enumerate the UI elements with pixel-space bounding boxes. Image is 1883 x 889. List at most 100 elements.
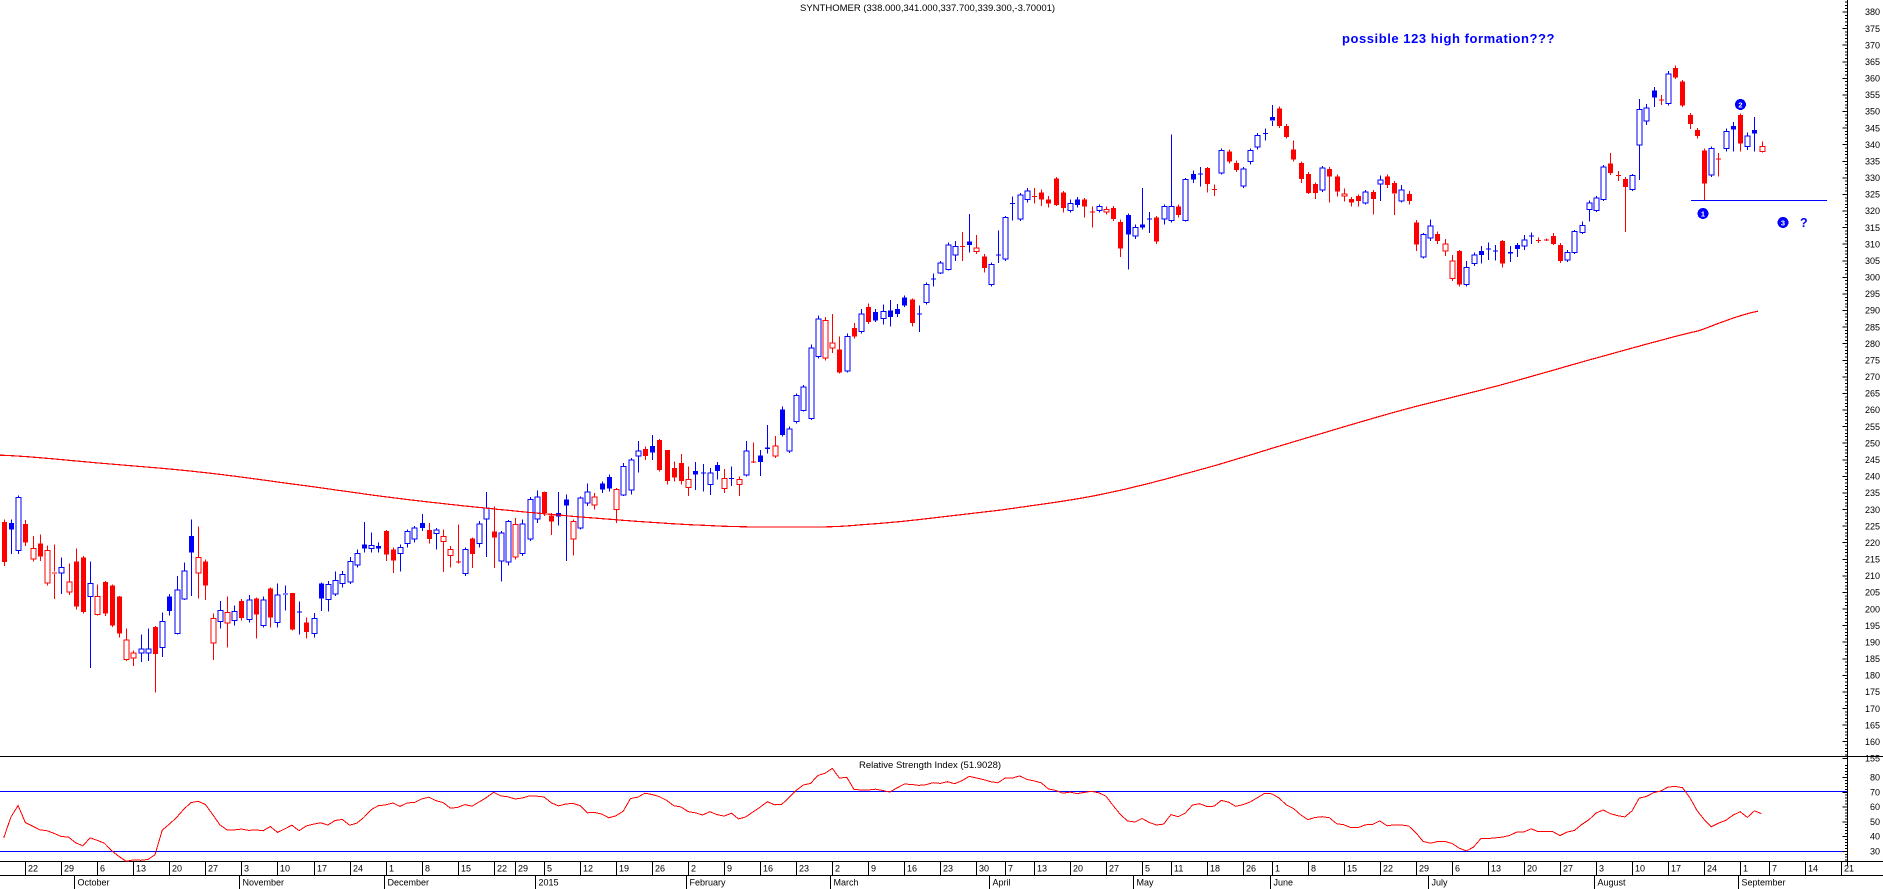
svg-text:possible 123 high formation???: possible 123 high formation??? xyxy=(1342,31,1555,46)
svg-text:2: 2 xyxy=(835,864,840,874)
svg-text:155: 155 xyxy=(1865,754,1880,764)
svg-text:300: 300 xyxy=(1865,273,1880,283)
svg-text:27: 27 xyxy=(1109,864,1119,874)
svg-text:20: 20 xyxy=(1527,864,1537,874)
svg-text:2: 2 xyxy=(1738,100,1742,109)
svg-text:70: 70 xyxy=(1870,788,1880,798)
svg-text:180: 180 xyxy=(1865,671,1880,681)
svg-text:260: 260 xyxy=(1865,405,1880,415)
svg-text:10: 10 xyxy=(280,864,290,874)
svg-text:350: 350 xyxy=(1865,107,1880,117)
svg-text:9: 9 xyxy=(871,864,876,874)
svg-text:18: 18 xyxy=(1210,864,1220,874)
svg-text:2015: 2015 xyxy=(539,878,559,888)
svg-text:17: 17 xyxy=(317,864,327,874)
svg-text:335: 335 xyxy=(1865,157,1880,167)
svg-text:17: 17 xyxy=(1671,864,1681,874)
svg-text:245: 245 xyxy=(1865,455,1880,465)
svg-text:185: 185 xyxy=(1865,654,1880,664)
svg-text:13: 13 xyxy=(136,864,146,874)
svg-text:380: 380 xyxy=(1865,7,1880,17)
svg-text:August: August xyxy=(1598,878,1627,888)
svg-text:8: 8 xyxy=(425,864,430,874)
svg-text:285: 285 xyxy=(1865,322,1880,332)
svg-text:360: 360 xyxy=(1865,74,1880,84)
svg-text:15: 15 xyxy=(461,864,471,874)
svg-text:50: 50 xyxy=(1870,817,1880,827)
svg-text:175: 175 xyxy=(1865,687,1880,697)
svg-text:190: 190 xyxy=(1865,637,1880,647)
svg-text:170: 170 xyxy=(1865,704,1880,714)
svg-text:240: 240 xyxy=(1865,472,1880,482)
svg-text:305: 305 xyxy=(1865,256,1880,266)
svg-text:40: 40 xyxy=(1870,832,1880,842)
svg-text:365: 365 xyxy=(1865,57,1880,67)
svg-text:Relative Strength Index (51.90: Relative Strength Index (51.9028) xyxy=(859,760,1001,771)
svg-text:210: 210 xyxy=(1865,571,1880,581)
svg-text:24: 24 xyxy=(1707,864,1717,874)
svg-text:29: 29 xyxy=(1419,864,1429,874)
svg-text:1: 1 xyxy=(1275,864,1280,874)
svg-text:26: 26 xyxy=(1246,864,1256,874)
svg-text:80: 80 xyxy=(1870,773,1880,783)
svg-text:270: 270 xyxy=(1865,372,1880,382)
svg-text:27: 27 xyxy=(1563,864,1573,874)
svg-text:16: 16 xyxy=(907,864,917,874)
svg-text:205: 205 xyxy=(1865,588,1880,598)
svg-text:20: 20 xyxy=(1073,864,1083,874)
svg-text:20: 20 xyxy=(172,864,182,874)
svg-text:May: May xyxy=(1137,878,1155,888)
svg-text:5: 5 xyxy=(547,864,552,874)
svg-text:255: 255 xyxy=(1865,422,1880,432)
svg-text:10: 10 xyxy=(1635,864,1645,874)
svg-text:8: 8 xyxy=(1311,864,1316,874)
svg-text:11: 11 xyxy=(1174,864,1183,874)
svg-text:6: 6 xyxy=(1455,864,1460,874)
svg-text:19: 19 xyxy=(619,864,629,874)
svg-text:220: 220 xyxy=(1865,538,1880,548)
svg-text:15: 15 xyxy=(1347,864,1357,874)
svg-text:21: 21 xyxy=(1844,864,1854,874)
svg-text:275: 275 xyxy=(1865,356,1880,366)
svg-text:6: 6 xyxy=(100,864,105,874)
svg-text:315: 315 xyxy=(1865,223,1880,233)
svg-text:22: 22 xyxy=(1383,864,1393,874)
svg-text:SYNTHOMER (338.000,341.000,337: SYNTHOMER (338.000,341.000,337.700,339.3… xyxy=(800,3,1055,14)
svg-text:340: 340 xyxy=(1865,140,1880,150)
svg-text:1: 1 xyxy=(1743,864,1748,874)
svg-text:5: 5 xyxy=(1145,864,1150,874)
svg-text:195: 195 xyxy=(1865,621,1880,631)
svg-text:23: 23 xyxy=(943,864,953,874)
svg-text:1: 1 xyxy=(1701,209,1705,218)
svg-text:9: 9 xyxy=(727,864,732,874)
svg-text:330: 330 xyxy=(1865,173,1880,183)
svg-text:375: 375 xyxy=(1865,24,1880,34)
svg-text:215: 215 xyxy=(1865,555,1880,565)
svg-text:7: 7 xyxy=(1008,864,1013,874)
svg-text:310: 310 xyxy=(1865,239,1880,249)
svg-text:225: 225 xyxy=(1865,521,1880,531)
svg-text:2: 2 xyxy=(691,864,696,874)
svg-text:280: 280 xyxy=(1865,339,1880,349)
svg-text:22: 22 xyxy=(28,864,38,874)
svg-text:23: 23 xyxy=(799,864,809,874)
svg-text:200: 200 xyxy=(1865,604,1880,614)
svg-text:1: 1 xyxy=(389,864,394,874)
svg-text:April: April xyxy=(993,878,1011,888)
svg-text:3: 3 xyxy=(1599,864,1604,874)
svg-text:February: February xyxy=(690,878,727,888)
svg-text:295: 295 xyxy=(1865,289,1880,299)
svg-text:12: 12 xyxy=(583,864,593,874)
svg-text:December: December xyxy=(388,878,430,888)
svg-text:30: 30 xyxy=(979,864,989,874)
svg-text:325: 325 xyxy=(1865,190,1880,200)
svg-text:345: 345 xyxy=(1865,123,1880,133)
svg-text:165: 165 xyxy=(1865,720,1880,730)
svg-text:320: 320 xyxy=(1865,206,1880,216)
svg-text:16: 16 xyxy=(763,864,773,874)
svg-text:14: 14 xyxy=(1808,864,1818,874)
svg-text:250: 250 xyxy=(1865,438,1880,448)
svg-text:13: 13 xyxy=(1037,864,1047,874)
svg-text:13: 13 xyxy=(1491,864,1501,874)
svg-text:370: 370 xyxy=(1865,40,1880,50)
